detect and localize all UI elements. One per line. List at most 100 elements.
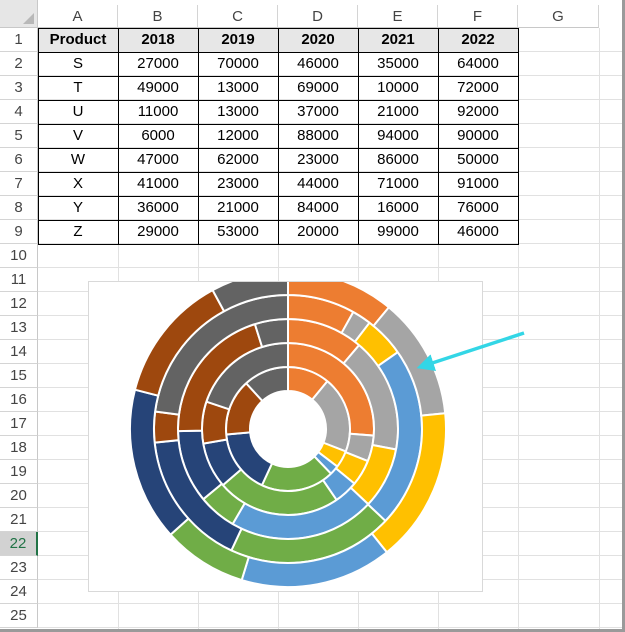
table-cell[interactable]: 62000	[217, 151, 259, 168]
row-header-21[interactable]: 21	[0, 508, 38, 532]
table-cell[interactable]: 20000	[297, 223, 339, 240]
table-cell[interactable]: 49000	[137, 79, 179, 96]
table-cell[interactable]: 13000	[217, 79, 259, 96]
gridline-horizontal	[38, 147, 625, 148]
table-header-cell[interactable]: Product	[38, 28, 118, 52]
table-cell[interactable]: 23000	[297, 151, 339, 168]
table-cell[interactable]: V	[72, 127, 83, 144]
table-cell[interactable]: W	[70, 151, 86, 168]
row-header-9[interactable]: 9	[0, 220, 38, 244]
table-cell[interactable]: 12000	[217, 127, 259, 144]
table-cell[interactable]: 53000	[217, 223, 259, 240]
table-cell[interactable]: 21000	[217, 199, 259, 216]
gridline-horizontal	[38, 627, 625, 628]
row-header-6[interactable]: 6	[0, 148, 38, 172]
row-header-19[interactable]: 19	[0, 460, 38, 484]
table-cell[interactable]: 37000	[297, 103, 339, 120]
column-header-b[interactable]: B	[118, 5, 198, 28]
table-border-horizontal	[38, 148, 519, 149]
table-cell[interactable]: 27000	[137, 55, 179, 72]
row-header-15[interactable]: 15	[0, 364, 38, 388]
row-header-14[interactable]: 14	[0, 340, 38, 364]
table-cell[interactable]: 16000	[377, 199, 419, 216]
column-header-d[interactable]: D	[278, 5, 358, 28]
row-header-25[interactable]: 25	[0, 604, 38, 628]
table-cell[interactable]: 11000	[137, 103, 179, 120]
row-header-1[interactable]: 1	[0, 28, 38, 52]
table-header-cell[interactable]: 2022	[438, 28, 518, 52]
table-header-cell[interactable]: 2019	[198, 28, 278, 52]
row-header-24[interactable]: 24	[0, 580, 38, 604]
table-border-horizontal	[38, 172, 519, 173]
select-all-corner[interactable]	[0, 0, 38, 28]
row-header-13[interactable]: 13	[0, 316, 38, 340]
table-cell[interactable]: 41000	[137, 175, 179, 192]
row-header-23[interactable]: 23	[0, 556, 38, 580]
table-cell[interactable]: 50000	[457, 151, 499, 168]
doughnut-segment-2022-z[interactable]	[211, 282, 289, 313]
table-cell[interactable]: 46000	[457, 223, 499, 240]
table-cell[interactable]: X	[72, 175, 83, 192]
table-cell[interactable]: 23000	[217, 175, 259, 192]
table-cell[interactable]: 94000	[377, 127, 419, 144]
table-cell[interactable]: 84000	[297, 199, 339, 216]
table-cell[interactable]: 69000	[297, 79, 339, 96]
table-header-cell[interactable]: 2018	[118, 28, 198, 52]
table-border-vertical	[118, 28, 119, 245]
column-header-g[interactable]: G	[518, 5, 599, 28]
table-border-horizontal	[38, 100, 519, 101]
table-cell[interactable]: 13000	[217, 103, 259, 120]
table-cell[interactable]: U	[72, 103, 84, 120]
table-cell[interactable]: 35000	[377, 55, 419, 72]
row-header-12[interactable]: 12	[0, 292, 38, 316]
row-header-5[interactable]: 5	[0, 124, 38, 148]
table-cell[interactable]: 10000	[377, 79, 419, 96]
table-cell[interactable]: 90000	[457, 127, 499, 144]
table-cell[interactable]: 21000	[377, 103, 419, 120]
column-header-c[interactable]: C	[198, 5, 278, 28]
table-cell[interactable]: Z	[73, 223, 83, 240]
table-cell[interactable]: 86000	[377, 151, 419, 168]
row-header-22[interactable]: 22	[0, 532, 38, 556]
doughnut-chart	[129, 282, 447, 588]
gridline-vertical	[518, 28, 519, 632]
table-cell[interactable]: Y	[72, 199, 83, 216]
row-header-3[interactable]: 3	[0, 76, 38, 100]
row-header-16[interactable]: 16	[0, 388, 38, 412]
table-cell[interactable]: 29000	[137, 223, 179, 240]
table-cell[interactable]: 99000	[377, 223, 419, 240]
row-header-7[interactable]: 7	[0, 172, 38, 196]
table-cell[interactable]: 72000	[457, 79, 499, 96]
table-cell[interactable]: S	[72, 55, 83, 72]
table-cell[interactable]: 44000	[297, 175, 339, 192]
table-cell[interactable]: 91000	[457, 175, 499, 192]
row-header-4[interactable]: 4	[0, 100, 38, 124]
row-header-11[interactable]: 11	[0, 268, 38, 292]
column-header-f[interactable]: F	[438, 5, 518, 28]
table-cell[interactable]: 64000	[457, 55, 499, 72]
row-header-10[interactable]: 10	[0, 244, 38, 268]
column-header-a[interactable]: A	[38, 5, 118, 28]
chart-area[interactable]	[88, 281, 483, 592]
row-header-17[interactable]: 17	[0, 412, 38, 436]
table-cell[interactable]: 36000	[137, 199, 179, 216]
table-cell[interactable]: 6000	[141, 127, 175, 144]
column-header-e[interactable]: E	[358, 5, 438, 28]
gridline-horizontal	[38, 123, 625, 124]
table-cell[interactable]: 70000	[217, 55, 259, 72]
table-cell[interactable]: 92000	[457, 103, 499, 120]
row-header-20[interactable]: 20	[0, 484, 38, 508]
table-header-cell[interactable]: 2020	[278, 28, 358, 52]
table-cell[interactable]: 46000	[297, 55, 339, 72]
gridline-horizontal	[38, 219, 625, 220]
table-cell[interactable]: T	[73, 79, 83, 96]
table-cell[interactable]: 47000	[137, 151, 179, 168]
table-header-cell[interactable]: 2021	[358, 28, 438, 52]
row-header-18[interactable]: 18	[0, 436, 38, 460]
table-cell[interactable]: 71000	[377, 175, 419, 192]
doughnut-segment-2021-y[interactable]	[153, 410, 181, 444]
row-header-8[interactable]: 8	[0, 196, 38, 220]
table-cell[interactable]: 76000	[457, 199, 499, 216]
row-header-2[interactable]: 2	[0, 52, 38, 76]
table-cell[interactable]: 88000	[297, 127, 339, 144]
